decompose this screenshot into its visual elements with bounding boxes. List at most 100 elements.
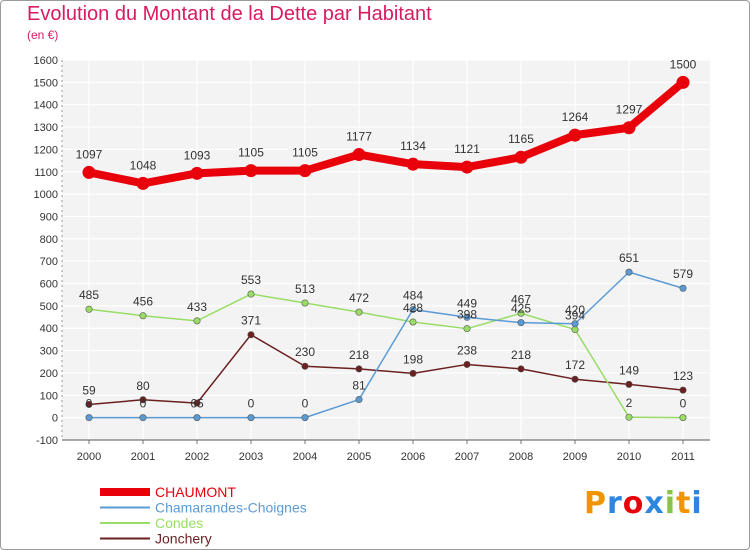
data-label: 0 xyxy=(302,397,309,411)
data-label: 371 xyxy=(241,314,261,328)
data-label: 1105 xyxy=(238,146,264,160)
data-label: 0 xyxy=(680,397,687,411)
x-tick-label: 2001 xyxy=(131,451,155,463)
data-label: 398 xyxy=(457,308,477,322)
data-label: 484 xyxy=(403,288,423,302)
data-point xyxy=(625,268,633,276)
data-label: 65 xyxy=(190,397,204,411)
series-line-2 xyxy=(88,293,684,419)
logo-letter: i xyxy=(664,486,677,521)
y-tick-label: 0 xyxy=(52,413,58,425)
y-tick-label: 1100 xyxy=(34,167,58,179)
data-point xyxy=(301,299,309,307)
data-label: 81 xyxy=(352,379,366,393)
data-label: 218 xyxy=(349,348,369,362)
data-point xyxy=(190,166,204,180)
x-tick-label: 2005 xyxy=(347,451,371,463)
data-label: 230 xyxy=(295,345,315,359)
data-label: 1097 xyxy=(76,147,103,161)
data-label: 449 xyxy=(457,296,477,310)
data-point xyxy=(679,284,687,292)
data-label: 1264 xyxy=(562,110,589,124)
data-label: 428 xyxy=(403,301,423,315)
data-point xyxy=(193,399,201,407)
data-label: 467 xyxy=(511,292,531,306)
data-point xyxy=(460,160,474,174)
data-label: 1297 xyxy=(616,103,643,117)
data-point xyxy=(352,148,366,162)
data-label: 1093 xyxy=(184,148,211,162)
data-label: 1177 xyxy=(346,130,372,144)
data-point xyxy=(355,308,363,316)
y-tick-label: 1300 xyxy=(34,122,58,134)
x-tick-label: 2006 xyxy=(401,451,425,463)
data-label: 80 xyxy=(136,379,150,393)
data-point xyxy=(463,360,471,368)
data-label: 2 xyxy=(626,396,633,410)
y-tick-label: 1600 xyxy=(34,55,58,67)
legend-entry-0: CHAUMONT xyxy=(155,484,236,500)
data-label: 123 xyxy=(673,369,693,383)
data-label: 1165 xyxy=(508,132,534,146)
y-tick-label: 500 xyxy=(40,301,58,313)
x-tick-label: 2000 xyxy=(77,451,101,463)
data-point xyxy=(82,165,96,179)
y-tick-label: 200 xyxy=(40,368,58,380)
data-label: 513 xyxy=(295,282,315,296)
data-point xyxy=(622,121,636,135)
data-point xyxy=(85,414,93,422)
data-point xyxy=(679,414,687,422)
data-label: 1500 xyxy=(670,57,697,71)
data-point xyxy=(571,320,579,328)
logo-letter: P xyxy=(584,486,607,521)
data-point xyxy=(298,164,312,178)
data-point xyxy=(355,365,363,373)
data-label: 456 xyxy=(133,295,153,309)
series-line-3 xyxy=(88,333,684,406)
series-line-0 xyxy=(88,79,686,188)
y-tick-label: 400 xyxy=(40,323,58,335)
y-tick-label: 1000 xyxy=(34,189,58,201)
y-tick-label: 1400 xyxy=(34,100,58,112)
data-label: 0 xyxy=(140,397,147,411)
x-tick-label: 2011 xyxy=(671,451,695,463)
data-point xyxy=(85,305,93,313)
x-tick-label: 2002 xyxy=(185,451,209,463)
legend-entry-2: Condes xyxy=(155,515,203,531)
data-point xyxy=(244,164,258,178)
data-point xyxy=(463,325,471,333)
data-point xyxy=(409,318,417,326)
data-point xyxy=(247,414,255,422)
data-label: 238 xyxy=(457,343,477,357)
legend-entry-3: Jonchery xyxy=(155,531,212,547)
data-point xyxy=(409,369,417,377)
data-label: 218 xyxy=(511,348,531,362)
data-point xyxy=(463,313,471,321)
data-point xyxy=(406,157,420,171)
y-tick-label: 1200 xyxy=(34,144,58,156)
data-point xyxy=(193,414,201,422)
data-point xyxy=(517,365,525,373)
y-tick-label: 900 xyxy=(40,211,58,223)
logo-letter: i xyxy=(691,486,703,521)
y-tick-label: 100 xyxy=(40,390,58,402)
data-point xyxy=(139,312,147,320)
data-label: 198 xyxy=(403,352,423,366)
plot-area xyxy=(62,60,710,440)
data-point xyxy=(193,317,201,325)
data-point xyxy=(568,128,582,142)
data-point xyxy=(571,326,579,334)
chart-title: Evolution du Montant de la Dette par Hab… xyxy=(27,3,432,25)
logo-letter: t xyxy=(676,486,692,521)
data-point xyxy=(85,400,93,408)
logo-letter: x xyxy=(644,486,665,521)
data-point xyxy=(625,413,633,421)
legend-entry-1: Chamarandes-Choignes xyxy=(155,500,307,516)
y-tick-label: -100 xyxy=(36,435,58,447)
data-label: 1134 xyxy=(400,139,426,153)
data-label: 1121 xyxy=(454,142,480,156)
data-point xyxy=(355,396,363,404)
data-point xyxy=(625,380,633,388)
data-label: 579 xyxy=(673,267,693,281)
